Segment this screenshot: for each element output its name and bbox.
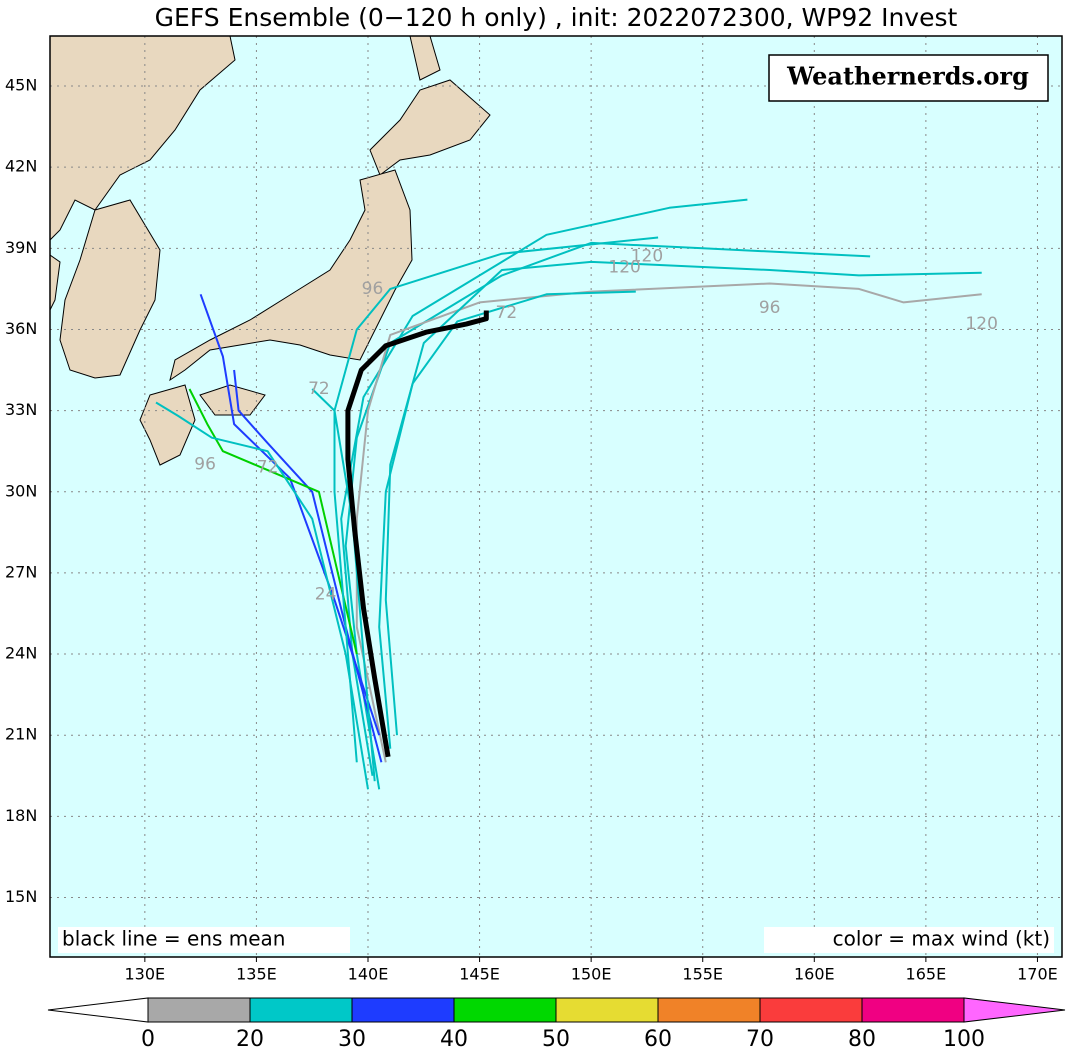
hour-label: 24 bbox=[315, 585, 337, 605]
x-tick-label: 170E bbox=[1017, 965, 1058, 984]
hour-label: 72 bbox=[308, 379, 330, 399]
member-track bbox=[155, 401, 369, 790]
watermark: Weathernerds.org bbox=[786, 62, 1029, 91]
ocean bbox=[50, 36, 1062, 957]
x-tick-label: 150E bbox=[571, 965, 612, 984]
colorbar-label: 70 bbox=[746, 1027, 774, 1052]
colorbar-box bbox=[657, 997, 761, 1023]
note-box bbox=[58, 927, 350, 953]
hour-label: 120 bbox=[631, 246, 663, 266]
colorbar-label: 100 bbox=[943, 1027, 985, 1052]
colorbar-under bbox=[47, 997, 149, 1023]
x-tick-label: 135E bbox=[236, 965, 277, 984]
hour-label: 120 bbox=[608, 257, 640, 277]
land bbox=[50, 36, 491, 466]
note-box bbox=[764, 927, 1054, 953]
y-tick-label: 15N bbox=[5, 887, 37, 906]
colorbar-box bbox=[351, 997, 455, 1023]
y-tick-label: 33N bbox=[5, 400, 37, 419]
x-tick-label: 155E bbox=[682, 965, 723, 984]
colorbar-label: 40 bbox=[440, 1027, 468, 1052]
hour-label: 96 bbox=[362, 279, 384, 299]
note-left: black line = ens mean bbox=[62, 927, 286, 951]
watermark-box bbox=[768, 54, 1049, 102]
title: GEFS Ensemble (0−120 h only) , init: 202… bbox=[155, 3, 958, 32]
member-track bbox=[188, 388, 358, 655]
colorbar-box bbox=[555, 997, 659, 1023]
member-track bbox=[384, 260, 982, 736]
x-tick-label: 140E bbox=[348, 965, 389, 984]
colorbar-box bbox=[453, 997, 557, 1023]
y-tick-label: 21N bbox=[5, 725, 37, 744]
colorbar-box bbox=[861, 997, 965, 1023]
y-tick-label: 27N bbox=[5, 562, 37, 581]
x-tick-label: 145E bbox=[459, 965, 500, 984]
y-tick-label: 36N bbox=[5, 319, 37, 338]
x-tick-label: 130E bbox=[125, 965, 166, 984]
hour-label: 96 bbox=[194, 455, 216, 475]
hour-label: 120 bbox=[965, 314, 997, 334]
member-track bbox=[199, 293, 381, 736]
y-tick-label: 45N bbox=[5, 76, 37, 95]
colorbar-box bbox=[759, 997, 863, 1023]
colorbar-label: 80 bbox=[848, 1027, 876, 1052]
y-tick-label: 42N bbox=[5, 157, 37, 176]
y-tick-label: 24N bbox=[5, 644, 37, 663]
x-tick-label: 165E bbox=[906, 965, 947, 984]
y-tick-label: 18N bbox=[5, 806, 37, 825]
y-tick-label: 39N bbox=[5, 238, 37, 257]
colorbar-box bbox=[147, 997, 251, 1023]
colorbar-label: 60 bbox=[644, 1027, 672, 1052]
mean-track bbox=[345, 310, 489, 758]
hour-label: 96 bbox=[759, 298, 781, 318]
note-right: color = max wind (kt) bbox=[833, 927, 1050, 951]
colorbar-label: 50 bbox=[542, 1027, 570, 1052]
colorbar-label: 20 bbox=[236, 1027, 264, 1052]
x-tick-label: 160E bbox=[794, 965, 835, 984]
frame bbox=[49, 35, 1063, 958]
hour-label: 72 bbox=[496, 303, 518, 323]
colorbar-label: 0 bbox=[141, 1027, 155, 1052]
colorbar-box bbox=[249, 997, 353, 1023]
hour-label: 72 bbox=[257, 457, 279, 477]
y-tick-label: 30N bbox=[5, 481, 37, 500]
colorbar-over bbox=[963, 997, 1066, 1023]
member-track bbox=[333, 236, 659, 763]
colorbar-label: 30 bbox=[338, 1027, 366, 1052]
